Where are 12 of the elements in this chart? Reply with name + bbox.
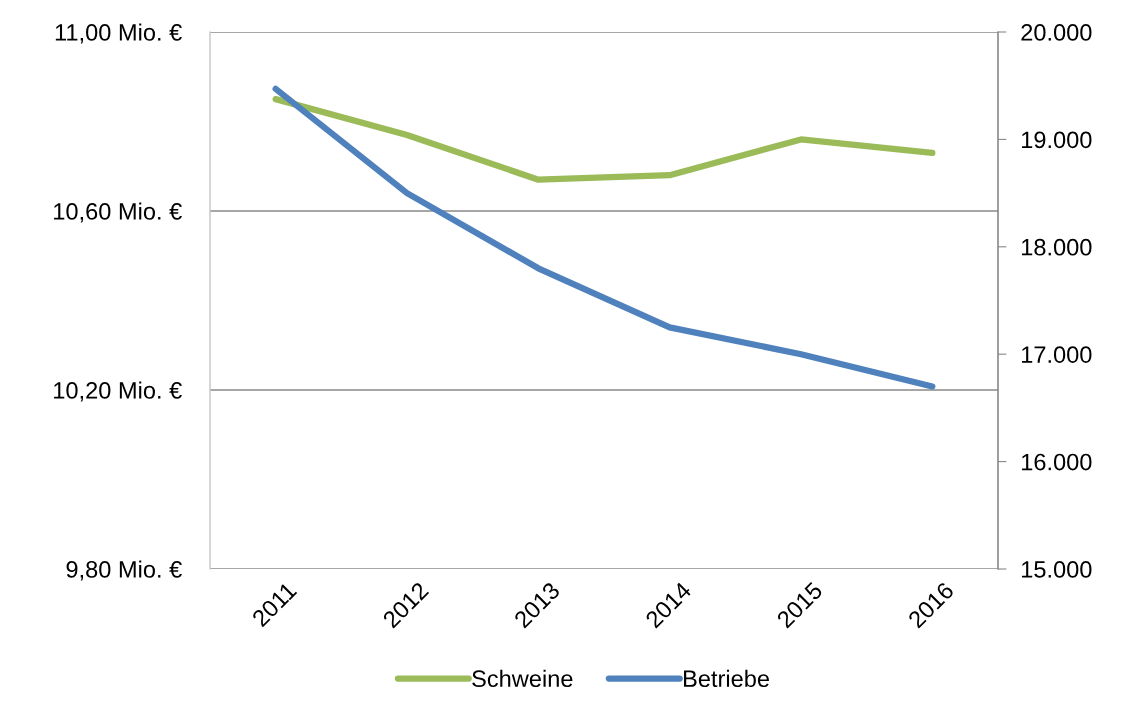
y2-tick-label: 19.000 (1022, 131, 1092, 149)
y2-tick-label: 18.000 (1022, 238, 1092, 256)
y-tick-label: 10,60 Mio. € (54, 202, 182, 223)
y2-tick-label: 20.000 (1021, 24, 1092, 41)
y2-tick-label: 15.000 (1022, 561, 1092, 578)
y2-tick-label: 16.000 (1022, 453, 1092, 471)
legend-label: Betriebe (684, 669, 769, 688)
y-tick-label: 11,00 Mio. € (55, 23, 182, 44)
y-tick-label: 9,80 Mio. € (66, 560, 182, 581)
y2-tick-label: 17.000 (1022, 346, 1092, 363)
y-tick-label: 10,20 Mio. € (54, 381, 182, 402)
legend-label: Schweine (472, 669, 573, 688)
